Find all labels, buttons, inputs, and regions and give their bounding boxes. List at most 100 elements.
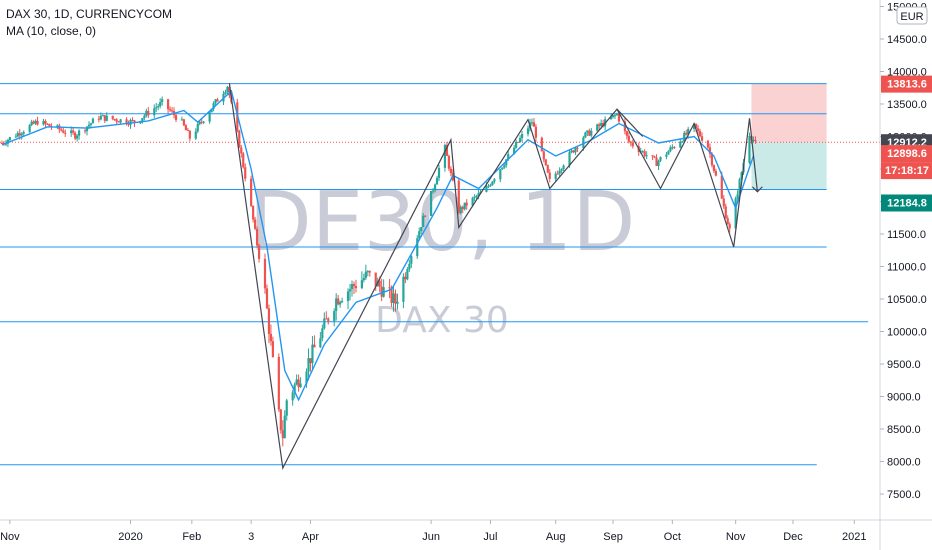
pattern-line: [228, 83, 758, 470]
candle-body: [297, 379, 300, 388]
indicator-label: MA (10, close, 0): [6, 24, 97, 38]
candle-body: [48, 124, 51, 127]
candle-body: [568, 152, 571, 166]
candle-body: [615, 113, 619, 116]
x-tick-label: Oct: [664, 531, 681, 543]
candle-body: [184, 125, 187, 131]
stop-price-badge: 13813.6: [881, 75, 932, 93]
candle-body: [520, 134, 524, 139]
candle-body: [683, 132, 686, 142]
candle-body: [238, 130, 241, 148]
candle-body: [710, 153, 714, 166]
candle-body: [339, 302, 342, 305]
candle-body: [459, 206, 462, 213]
candle-body: [194, 131, 197, 139]
candle-body: [582, 137, 585, 148]
candle-body: [378, 280, 381, 287]
candle-body: [584, 132, 587, 138]
candle-body: [147, 110, 150, 116]
candle-body: [42, 120, 45, 125]
candle-body: [416, 238, 419, 257]
candle-body: [643, 151, 646, 156]
candle-body: [374, 272, 377, 287]
candle-body: [685, 132, 688, 135]
candle-body: [30, 121, 33, 126]
candle-body: [698, 131, 702, 137]
candle-body: [574, 147, 577, 153]
candle-body: [617, 113, 621, 122]
candle-body: [166, 99, 170, 110]
pattern-drawings[interactable]: [228, 83, 763, 470]
candle-body: [85, 126, 89, 132]
candle-body: [631, 142, 634, 147]
candle-body: [117, 121, 120, 123]
candle-body: [366, 271, 369, 273]
candle-body: [283, 415, 286, 439]
candle-body: [70, 130, 73, 134]
candle-body: [507, 154, 510, 160]
candle-body: [548, 172, 551, 179]
candle-body: [738, 179, 741, 195]
symbol-title: DAX 30, 1D, CURRENCYCOM: [6, 7, 173, 21]
countdown-badge-bg: [881, 162, 932, 180]
candle-body: [501, 167, 504, 170]
take-profit-zone: [751, 142, 827, 190]
candle-body: [736, 194, 739, 199]
candle-body: [299, 383, 302, 388]
candle-body: [78, 130, 81, 136]
candle-body: [319, 338, 322, 348]
candle-body: [281, 430, 284, 439]
candle-body: [269, 333, 273, 342]
candle-body: [228, 86, 231, 96]
current-price-badge-text: 12898.6: [887, 148, 927, 160]
candle-body: [489, 185, 492, 187]
candle-body: [279, 409, 282, 431]
y-tick-label: 10500.0: [887, 294, 927, 306]
candle-body: [99, 116, 102, 120]
candle-body: [141, 118, 144, 122]
candle-body: [352, 284, 356, 287]
candle-body: [196, 123, 199, 132]
candle-body: [60, 129, 63, 131]
candle-body: [153, 108, 156, 116]
candle-body: [333, 310, 336, 322]
candle-body: [546, 165, 549, 173]
candle-body: [62, 130, 65, 133]
candle-body: [155, 107, 158, 109]
candle-body: [598, 124, 601, 127]
candle-body: [341, 301, 344, 303]
candle-body: [665, 154, 668, 157]
x-tick-label: Nov: [726, 531, 746, 543]
candle-body: [447, 155, 450, 169]
candle-body: [145, 110, 148, 116]
candle-body: [712, 165, 715, 171]
candle-body: [558, 170, 561, 174]
currency-box: [896, 6, 928, 25]
candle-body: [64, 132, 67, 134]
candle-body: [244, 167, 247, 179]
candle-body: [479, 191, 482, 194]
candle-body: [257, 245, 261, 259]
candle-body: [34, 120, 37, 124]
candle-body: [198, 121, 201, 124]
candle-body: [267, 308, 271, 334]
candle-body: [327, 318, 330, 322]
candle-body: [143, 115, 146, 119]
candle-body: [693, 123, 696, 129]
candle-body: [499, 169, 502, 180]
pattern-line: [616, 108, 644, 137]
candle-body: [431, 190, 435, 192]
candle-body: [556, 173, 559, 175]
candle-body: [157, 106, 160, 108]
candle-body: [210, 108, 213, 113]
position-zones[interactable]: [751, 83, 827, 190]
horizontal-levels[interactable]: [0, 83, 880, 466]
candle-body: [679, 141, 682, 148]
candle-body: [708, 147, 712, 154]
candle-body: [424, 215, 427, 217]
candle-body: [18, 133, 21, 136]
y-tick-label: 10000.0: [887, 327, 927, 339]
candle-body: [404, 276, 407, 280]
